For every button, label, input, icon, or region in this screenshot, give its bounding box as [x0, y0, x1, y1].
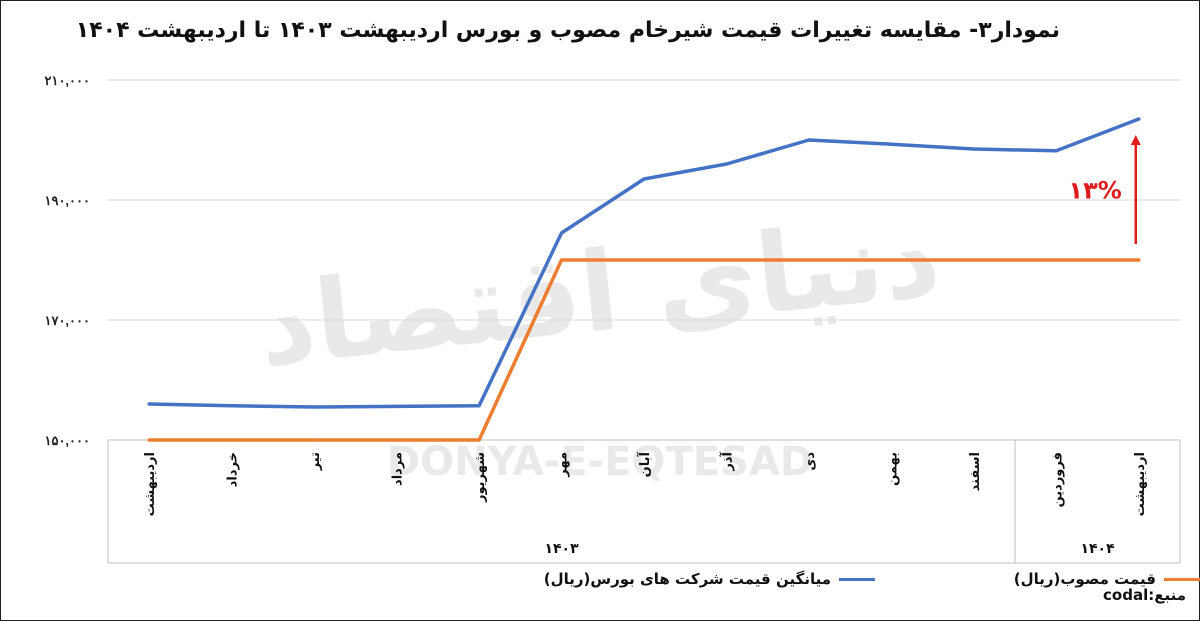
data-point: [642, 177, 646, 181]
data-point: [807, 258, 811, 262]
x-tick-label: اردیبهشت: [1133, 452, 1148, 516]
x-tick-label: فروردین: [1050, 452, 1065, 507]
data-point: [312, 405, 316, 409]
x-tick-label: آذر: [718, 451, 735, 471]
watermark-latin: DONYA-E-EQTESAD: [387, 439, 813, 485]
x-tick-label: آبان: [636, 451, 653, 477]
y-tick-label: ۲۱۰,۰۰۰: [44, 73, 90, 88]
data-point: [1054, 149, 1058, 153]
x-tick-label: اردیبهشت: [143, 452, 158, 516]
data-point: [642, 258, 646, 262]
data-point: [477, 438, 481, 442]
source-label: منبع:codal: [1103, 586, 1186, 604]
legend-label-approved-price: قیمت مصوب(ریال): [1013, 570, 1156, 588]
data-point: [889, 142, 893, 146]
legend-item-market-price: میانگین قیمت شرکت های بورس(ریال): [544, 570, 875, 588]
group-label: ۱۴۰۴: [1080, 541, 1115, 557]
data-point: [147, 402, 151, 406]
data-point: [724, 258, 729, 262]
data-point: [1054, 258, 1058, 262]
x-tick-label: شهریور: [473, 452, 488, 503]
x-tick-label: اسفند: [968, 452, 983, 491]
x-tick-label: دی: [803, 452, 818, 471]
x-tick-label: مرداد: [391, 452, 406, 486]
data-point: [230, 404, 234, 408]
legend-swatch-approved-price: [1164, 577, 1200, 581]
data-point: [807, 138, 811, 142]
y-tick-label: ۱۹۰,۰۰۰: [44, 193, 90, 208]
watermark-persian: دنیای اقتصاد: [252, 193, 945, 392]
data-point: [1137, 258, 1141, 262]
data-point: [1137, 117, 1141, 121]
chart-title: نمودار۳- مقایسه تغییرات قیمت شیرخام مصوب…: [75, 18, 1060, 43]
data-point: [559, 231, 564, 235]
legend-item-approved-price: قیمت مصوب(ریال): [1014, 570, 1200, 588]
annotation-label: ۱۳%: [1068, 177, 1121, 205]
legend-swatch-market-price: [839, 577, 875, 581]
x-tick-label: خرداد: [226, 452, 241, 487]
y-tick-label: ۱۷۰,۰۰۰: [44, 313, 90, 328]
data-point: [395, 404, 399, 408]
data-point: [889, 258, 893, 262]
data-point: [972, 147, 976, 151]
data-point: [477, 404, 481, 408]
x-tick-label: بهمن: [885, 452, 900, 486]
annotation-arrow-head: [1130, 135, 1141, 145]
data-point: [559, 258, 564, 262]
x-tick-label: مهر: [556, 452, 571, 478]
legend-label-market-price: میانگین قیمت شرکت های بورس(ریال): [543, 570, 831, 588]
group-label: ۱۴۰۳: [544, 541, 579, 557]
data-point: [312, 438, 316, 442]
data-point: [147, 438, 151, 442]
data-point: [395, 438, 399, 442]
data-point: [972, 258, 976, 262]
x-tick-label: تیر: [308, 452, 323, 471]
data-point: [724, 162, 729, 166]
data-point: [230, 438, 234, 442]
y-tick-label: ۱۵۰,۰۰۰: [44, 433, 90, 448]
